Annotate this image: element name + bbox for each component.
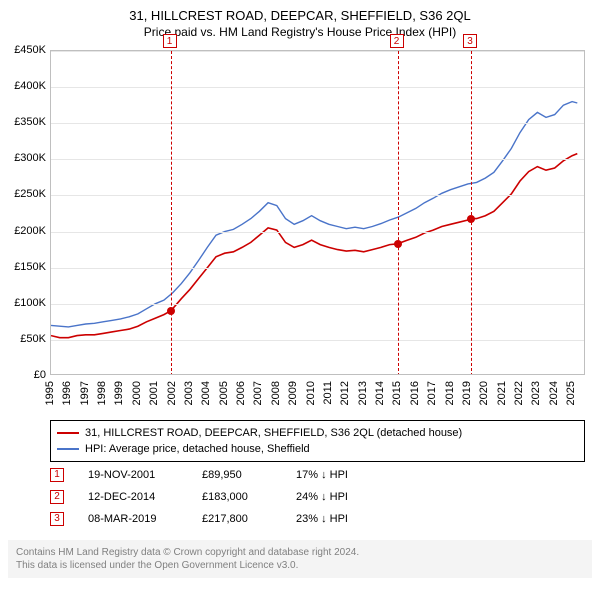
legend-label: HPI: Average price, detached house, Shef… <box>85 441 310 457</box>
x-tick-label: 2006 <box>235 381 247 405</box>
x-tick-label: 2025 <box>565 381 577 405</box>
x-tick-label: 2007 <box>252 381 264 405</box>
x-tick-label: 2020 <box>478 381 490 405</box>
sale-marker-dot <box>394 240 402 248</box>
sale-marker-line <box>471 51 472 375</box>
y-tick-label: £450K <box>6 44 46 56</box>
gridline <box>51 304 584 305</box>
sale-row: 3 08-MAR-2019 £217,800 23% ↓ HPI <box>50 508 348 530</box>
y-tick-label: £350K <box>6 116 46 128</box>
sale-row-marker: 3 <box>50 512 64 526</box>
sale-marker-box: 2 <box>390 34 404 48</box>
x-tick-label: 1996 <box>61 381 73 405</box>
sale-row-date: 08-MAR-2019 <box>88 508 178 530</box>
x-tick-label: 2013 <box>357 381 369 405</box>
gridline <box>51 268 584 269</box>
x-tick-label: 2019 <box>461 381 473 405</box>
x-tick-label: 2024 <box>548 381 560 405</box>
sale-marker-dot <box>467 215 475 223</box>
x-tick-label: 2021 <box>496 381 508 405</box>
gridline <box>51 87 584 88</box>
gridline <box>51 51 584 52</box>
y-tick-label: £250K <box>6 188 46 200</box>
sale-row-delta: 24% ↓ HPI <box>296 486 348 508</box>
sale-marker-line <box>171 51 172 375</box>
x-tick-label: 2016 <box>409 381 421 405</box>
sale-marker-dot <box>167 307 175 315</box>
series-property <box>51 154 577 338</box>
legend-row: HPI: Average price, detached house, Shef… <box>57 441 578 457</box>
sale-marker-box: 1 <box>163 34 177 48</box>
sale-row-delta: 17% ↓ HPI <box>296 464 348 486</box>
sale-row-date: 19-NOV-2001 <box>88 464 178 486</box>
gridline <box>51 195 584 196</box>
gridline <box>51 159 584 160</box>
sale-row-marker: 2 <box>50 490 64 504</box>
footer-line: Contains HM Land Registry data © Crown c… <box>16 546 584 559</box>
x-tick-label: 2003 <box>183 381 195 405</box>
sale-row-price: £89,950 <box>202 464 272 486</box>
attribution-footer: Contains HM Land Registry data © Crown c… <box>8 540 592 578</box>
x-tick-label: 1995 <box>44 381 56 405</box>
chart-plot-area <box>50 50 585 375</box>
gridline <box>51 232 584 233</box>
sale-row-marker: 1 <box>50 468 64 482</box>
sale-row-price: £217,800 <box>202 508 272 530</box>
legend-swatch <box>57 432 79 434</box>
sale-row: 1 19-NOV-2001 £89,950 17% ↓ HPI <box>50 464 348 486</box>
x-tick-label: 2015 <box>391 381 403 405</box>
x-tick-label: 2014 <box>374 381 386 405</box>
x-tick-label: 1997 <box>79 381 91 405</box>
x-tick-label: 2005 <box>218 381 230 405</box>
y-tick-label: £200K <box>6 225 46 237</box>
x-tick-label: 1999 <box>113 381 125 405</box>
legend-swatch <box>57 448 79 450</box>
sale-marker-box: 3 <box>463 34 477 48</box>
sale-row-delta: 23% ↓ HPI <box>296 508 348 530</box>
y-tick-label: £150K <box>6 261 46 273</box>
x-tick-label: 2011 <box>322 381 334 405</box>
x-tick-label: 2023 <box>530 381 542 405</box>
x-tick-label: 2010 <box>305 381 317 405</box>
x-tick-label: 2000 <box>131 381 143 405</box>
sale-row-date: 12-DEC-2014 <box>88 486 178 508</box>
sale-marker-line <box>398 51 399 375</box>
gridline <box>51 123 584 124</box>
x-tick-label: 2004 <box>200 381 212 405</box>
y-tick-label: £100K <box>6 297 46 309</box>
x-tick-label: 2017 <box>426 381 438 405</box>
x-tick-label: 2001 <box>148 381 160 405</box>
gridline <box>51 340 584 341</box>
chart-subtitle: Price paid vs. HM Land Registry's House … <box>0 23 600 43</box>
x-tick-label: 2018 <box>444 381 456 405</box>
legend: 31, HILLCREST ROAD, DEEPCAR, SHEFFIELD, … <box>50 420 585 462</box>
y-tick-label: £0 <box>6 369 46 381</box>
series-hpi <box>51 102 577 327</box>
y-tick-label: £400K <box>6 80 46 92</box>
sales-table: 1 19-NOV-2001 £89,950 17% ↓ HPI 2 12-DEC-2014… <box>50 464 348 530</box>
x-tick-label: 2002 <box>166 381 178 405</box>
footer-line: This data is licensed under the Open Gov… <box>16 559 584 572</box>
legend-label: 31, HILLCREST ROAD, DEEPCAR, SHEFFIELD, … <box>85 425 462 441</box>
x-tick-label: 1998 <box>96 381 108 405</box>
x-tick-label: 2008 <box>270 381 282 405</box>
x-tick-label: 2009 <box>287 381 299 405</box>
x-tick-label: 2012 <box>339 381 351 405</box>
legend-row: 31, HILLCREST ROAD, DEEPCAR, SHEFFIELD, … <box>57 425 578 441</box>
chart-lines <box>51 51 585 375</box>
x-tick-label: 2022 <box>513 381 525 405</box>
sale-row-price: £183,000 <box>202 486 272 508</box>
sale-row: 2 12-DEC-2014 £183,000 24% ↓ HPI <box>50 486 348 508</box>
y-tick-label: £50K <box>6 333 46 345</box>
y-tick-label: £300K <box>6 152 46 164</box>
chart-title: 31, HILLCREST ROAD, DEEPCAR, SHEFFIELD, … <box>0 0 600 23</box>
